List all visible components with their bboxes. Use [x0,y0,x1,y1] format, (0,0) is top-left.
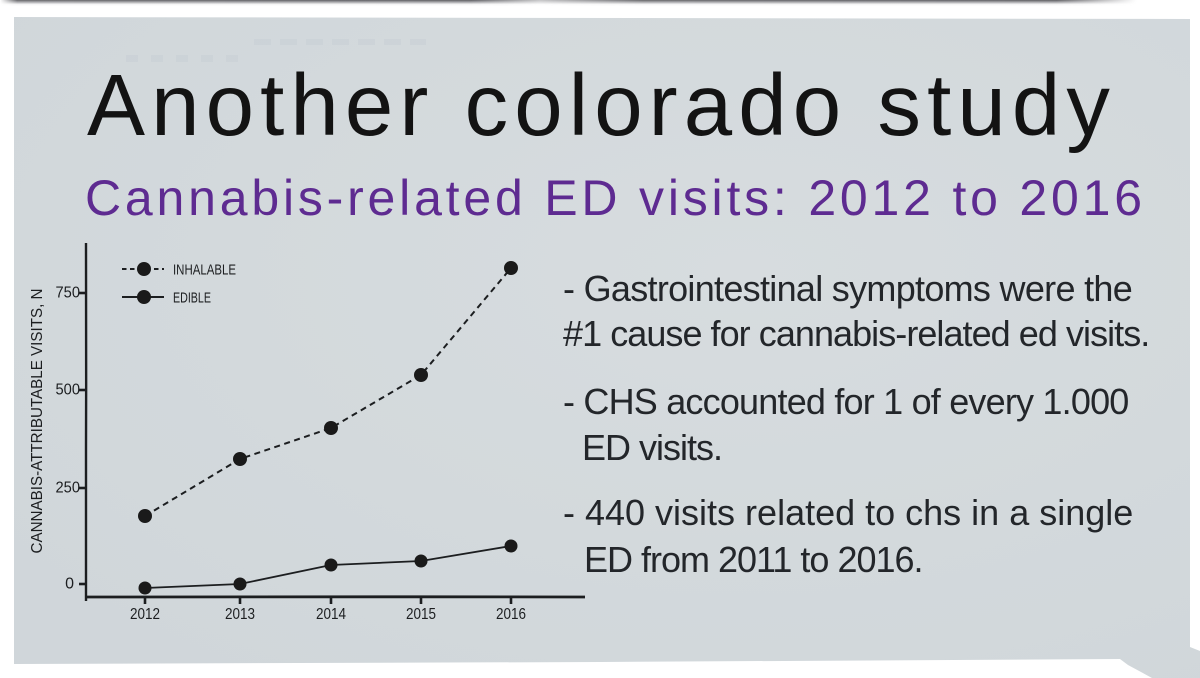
svg-text:INHALABLE: INHALABLE [173,262,236,278]
svg-text:CANNABIS-ATTRIBUTABLE VISITS,: CANNABIS-ATTRIBUTABLE VISITS, N [29,289,46,554]
svg-text:2014: 2014 [316,606,346,623]
svg-text:0: 0 [65,576,74,593]
svg-text:EDIBLE: EDIBLE [173,290,211,306]
svg-text:750: 750 [56,285,81,302]
svg-text:2013: 2013 [225,606,255,623]
svg-text:2016: 2016 [496,606,526,623]
svg-text:500: 500 [56,382,81,399]
svg-text:2012: 2012 [130,606,160,623]
svg-text:250: 250 [56,480,81,497]
svg-text:2015: 2015 [406,606,436,623]
